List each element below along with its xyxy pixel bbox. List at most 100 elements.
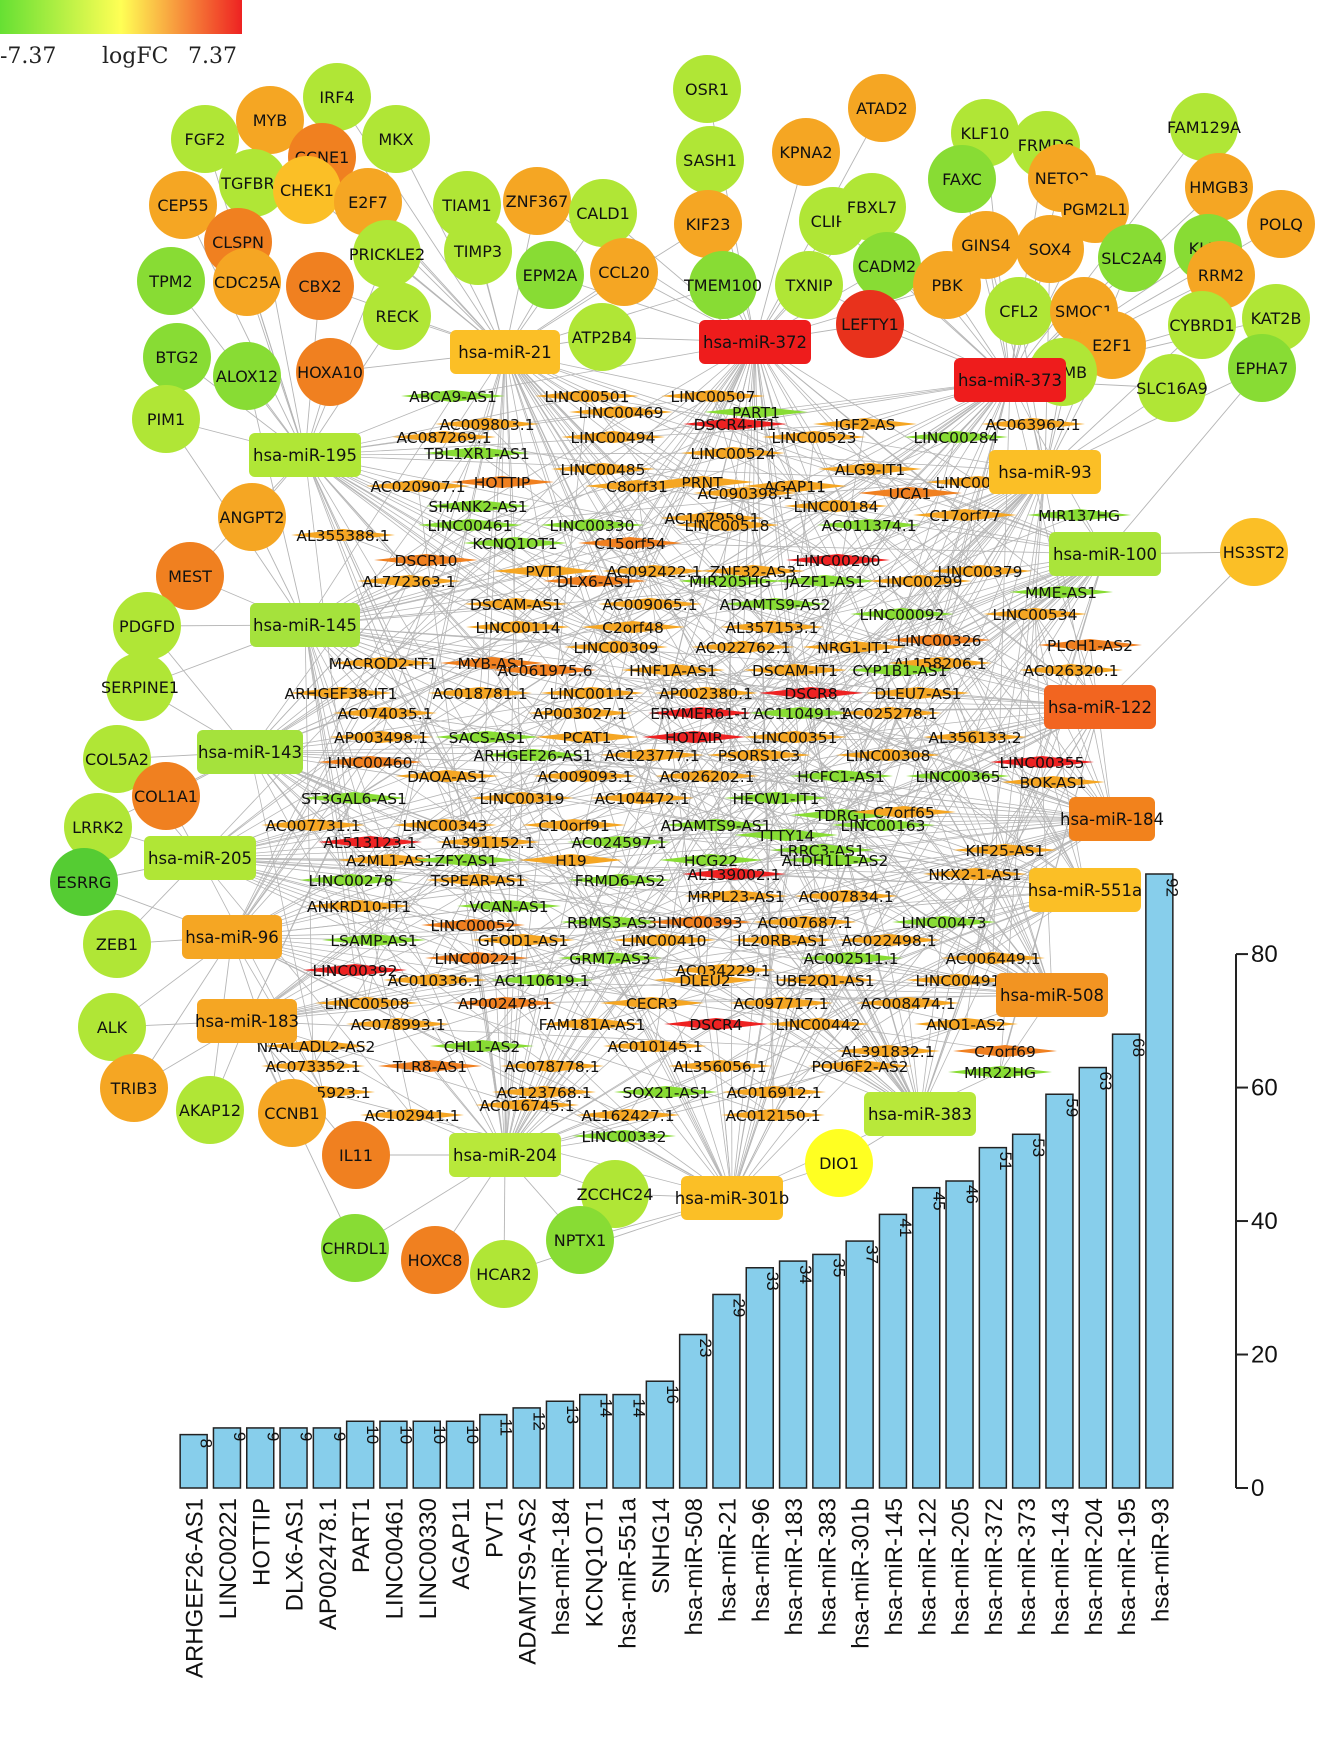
lncrna-node-linc00460: LINC00460: [318, 754, 422, 772]
lncrna-node-vcan-as1: VCAN-AS1: [457, 898, 561, 916]
gene-node-lrrk2: LRRK2: [64, 793, 132, 861]
lncrna-label: DSCR10: [394, 552, 457, 570]
lncrna-label: ARHGEF38-IT1: [285, 685, 398, 703]
lncrna-label: AC092422.1: [606, 563, 701, 581]
gene-circle: [836, 290, 904, 358]
lncrna-label: MIR22HG: [964, 1064, 1036, 1082]
lncrna-diamond: [540, 1018, 644, 1030]
lncrna-node-ankrd10-it1: ANKRD10-IT1: [307, 898, 411, 916]
lncrna-node-bok-as1: BOK-AS1: [1001, 774, 1105, 792]
lncrna-node-ac087269-1: AC087269.1: [392, 429, 496, 447]
lncrna-node-ac110619-1: AC110619.1: [490, 972, 594, 990]
lncrna-node-shank2-as1: SHANK2-AS1: [426, 498, 530, 516]
lncrna-label: AC078778.1: [504, 1058, 599, 1076]
gene-label: PBK: [931, 276, 963, 295]
gene-circle: [303, 63, 371, 131]
lncrna-diamond: [683, 418, 787, 430]
lncrna-label: HOTAIR: [665, 729, 723, 747]
lncrna-label: LINC00501: [545, 388, 630, 406]
mirna-box: [989, 450, 1101, 494]
lncrna-node-al356133-2: AL356133.2: [923, 729, 1027, 747]
lncrna-diamond: [374, 554, 478, 566]
gene-node-epha7: EPHA7: [1228, 334, 1296, 402]
lncrna-label: C10orf91: [538, 817, 610, 835]
lncrna-node-c10orf91: C10orf91: [522, 817, 626, 835]
lncrna-node-linc00534: LINC00534: [983, 606, 1087, 624]
gene-label: KPNA2: [779, 143, 832, 162]
gene-node-irf4: IRF4: [303, 63, 371, 131]
gene-circle: [1170, 93, 1238, 161]
gene-node-tmem100: TMEM100: [683, 251, 762, 319]
lncrna-diamond: [642, 731, 746, 743]
gene-label: LRRK2: [72, 818, 124, 837]
gene-circle: [444, 217, 512, 285]
gene-circle: [363, 282, 431, 350]
gene-circle: [568, 303, 636, 371]
lncrna-diamond: [558, 952, 662, 964]
lncrna-label: AL356133.2: [928, 729, 1021, 747]
category-label: hsa-miR-21: [714, 1498, 741, 1622]
lncrna-diamond: [551, 463, 655, 475]
lncrna-node-ac008474-1: AC008474.1: [856, 995, 960, 1013]
bar-value-label: 11: [496, 1419, 515, 1437]
lncrna-label: HNF1A-AS1: [629, 662, 717, 680]
bar-linc00221: [212, 1427, 242, 1489]
gene-circle: [775, 251, 843, 319]
bar-value-label: 12: [530, 1412, 549, 1431]
mirna-label: hsa-miR-205: [148, 849, 252, 868]
bar-snhg14: [645, 1380, 675, 1489]
gene-circle: [236, 86, 304, 154]
gene-node-atad2: ATAD2: [848, 74, 916, 142]
mirna-box: [681, 1176, 783, 1220]
lncrna-node-linc00491: LINC00491: [906, 972, 1010, 990]
lncrna-diamond: [664, 1018, 768, 1030]
lncrna-node-dleu7-as1: DLEU7-AS1: [866, 685, 970, 703]
lncrna-diamond: [904, 431, 1008, 443]
gene-node-alox12: ALOX12: [213, 342, 281, 410]
lncrna-diamond: [981, 418, 1085, 430]
lncrna-diamond: [414, 854, 518, 866]
lncrna-node-ac110491-1: AC110491.1: [749, 705, 853, 723]
lncrna-node-c7orf69: C7orf69: [953, 1043, 1057, 1061]
lncrna-node-linc00501: LINC00501: [535, 388, 639, 406]
mirna-label: hsa-miR-372: [703, 333, 807, 352]
lncrna-diamond: [913, 509, 1017, 521]
lncrna-node-linc00523: LINC00523: [762, 429, 866, 447]
lncrna-label: MIR205HG: [689, 573, 771, 591]
lncrna-diamond: [858, 487, 962, 499]
bar-value-label: 92: [1162, 878, 1181, 897]
lncrna-node-ac097717-1: AC097717.1: [729, 995, 833, 1013]
lncrna-node-linc00494: LINC00494: [561, 429, 665, 447]
lncrna-node-linc00326: LINC00326: [887, 632, 991, 650]
lncrna-diamond: [681, 447, 785, 459]
gene-node-epm2a: EPM2A: [516, 241, 584, 309]
lncrna-label: C2orf48: [602, 619, 664, 637]
lncrna-node-c17orf77: C17orf77: [913, 507, 1017, 525]
lncrna-node-il20rb-as1: IL20RB-AS1: [730, 932, 834, 950]
gene-node-kif23: KIF23: [674, 190, 742, 258]
lncrna-node-frmd6-as2: FRMD6-AS2: [568, 872, 672, 890]
gene-node-dio1: DIO1: [805, 1129, 873, 1197]
lncrna-diamond: [906, 770, 1010, 782]
lncrna-node-dscam-as1: DSCAM-AS1: [464, 596, 568, 614]
lncrna-node-linc00507: LINC00507: [661, 388, 765, 406]
lncrna-label: UBE2Q1-AS1: [775, 972, 874, 990]
lncrna-diamond: [784, 500, 888, 512]
gene-circle: [106, 653, 174, 721]
lncrna-node-linc00379: LINC00379: [928, 563, 1032, 581]
bar-value-label: 35: [829, 1258, 848, 1277]
bar-pvt1: [479, 1413, 508, 1489]
gene-label: SASH1: [683, 151, 737, 170]
lncrna-node-linc00518: LINC00518: [675, 517, 779, 535]
gene-node-btg2: BTG2: [143, 323, 211, 391]
lncrna-label: IL20RB-AS1: [737, 932, 827, 950]
gene-circle: [273, 156, 341, 224]
lncrna-diamond: [648, 707, 752, 719]
gene-circle: [149, 171, 217, 239]
lncrna-node-linc00184: LINC00184: [784, 498, 888, 516]
gene-circle: [83, 910, 151, 978]
lncrna-label: PLCH1-AS2: [1047, 637, 1133, 655]
lncrna-diamond: [576, 1109, 680, 1121]
lncrna-label: GFOD1-AS1: [478, 932, 568, 950]
mirna-box: [197, 730, 303, 774]
